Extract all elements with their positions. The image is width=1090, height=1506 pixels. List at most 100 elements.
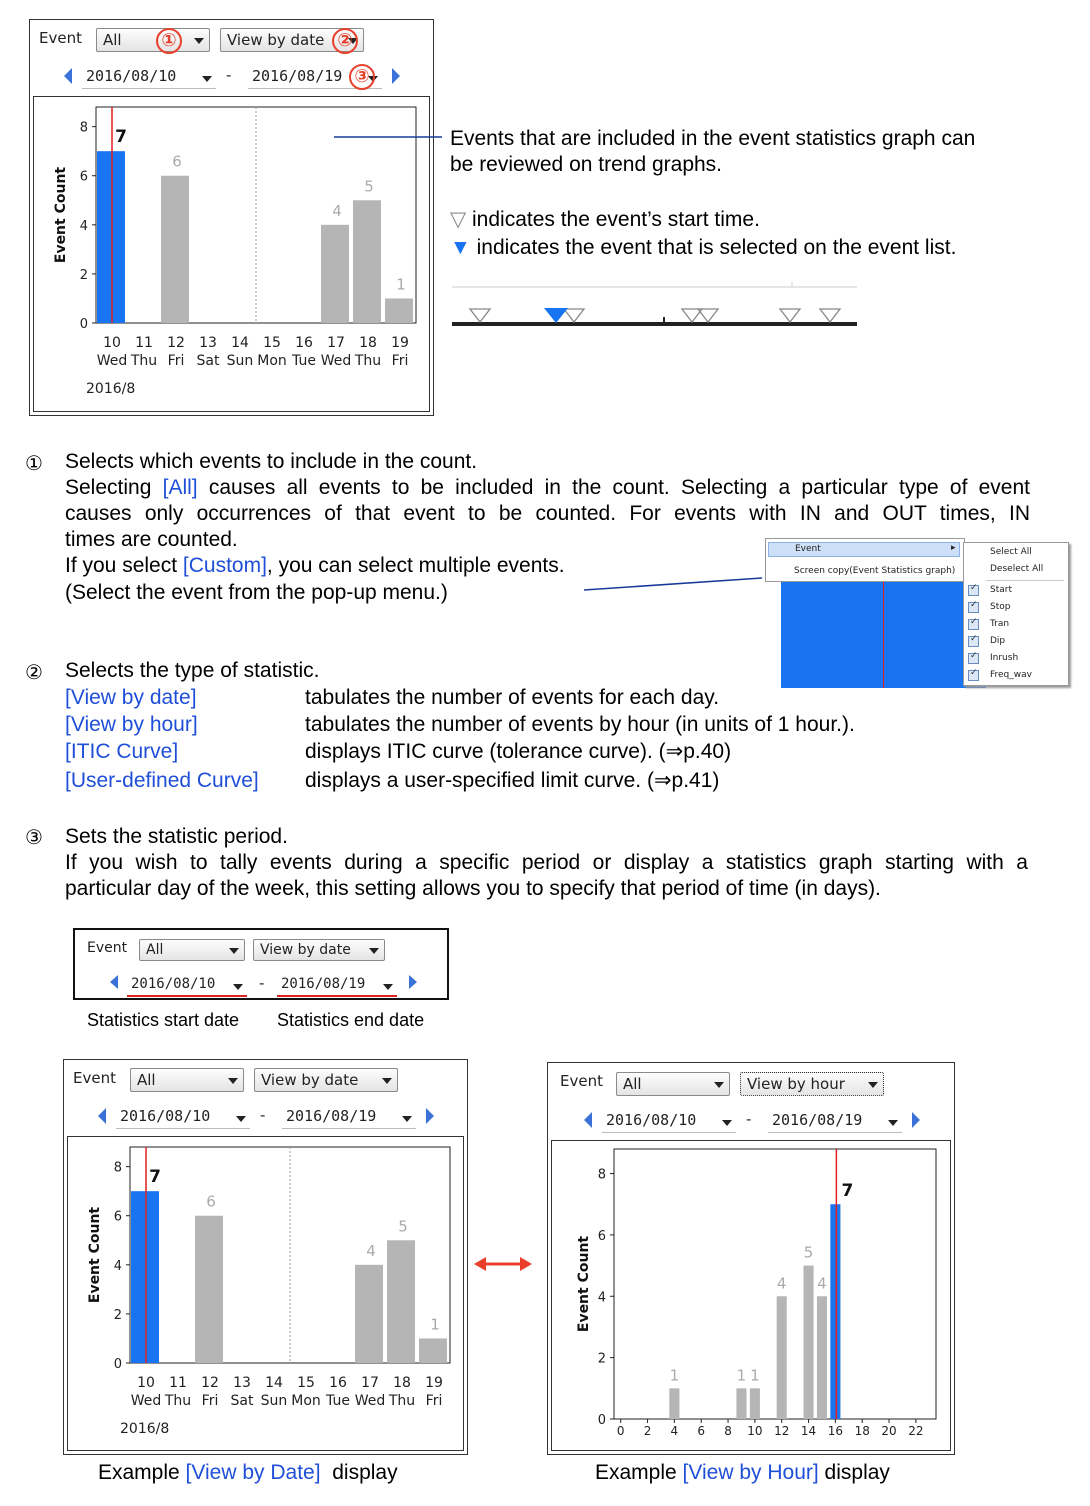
text-run: Example [98, 1461, 186, 1484]
context-menu: Event ▸ Screen copy(Event Statistics gra… [765, 538, 965, 582]
event-filter-item[interactable]: Dip [990, 636, 1006, 646]
event-type-value: All [103, 31, 122, 49]
text-run: Selecting [65, 476, 163, 499]
chevron-down-icon [369, 948, 379, 954]
section-1-line: Selecting [All] causes all events to be … [65, 475, 1030, 501]
previous-period-arrow-icon[interactable] [64, 68, 72, 84]
bar-value-label: 1 [750, 1366, 760, 1384]
section-1-line: If you select [Custom], you can select m… [65, 553, 1030, 579]
event-label: Event [39, 29, 82, 47]
x-tick-label: 18 [855, 1424, 870, 1438]
end-date-picker[interactable]: 2016/08/19 [282, 1105, 416, 1129]
x-tick-label: 12 [201, 1375, 219, 1391]
month-label: 2016/8 [86, 381, 135, 397]
bar-value-label: 4 [366, 1242, 376, 1260]
x-tick-label: 10 [137, 1375, 155, 1391]
statistic-term: [ITIC Curve] [65, 740, 179, 763]
x-day-label: Wed [97, 353, 128, 369]
event-filter-item[interactable]: Freq_wav [990, 670, 1032, 680]
event-type-dropdown[interactable]: All [139, 939, 245, 961]
bar [419, 1338, 447, 1363]
popup-menu-screenshot: Event ▸ Screen copy(Event Statistics gra… [765, 538, 1070, 688]
bar-value-label: 1 [737, 1366, 747, 1384]
text-run: display [818, 1461, 890, 1484]
bar-value-label: 4 [817, 1274, 827, 1292]
start-date-picker[interactable]: 2016/08/10 [602, 1109, 736, 1133]
x-day-label: Wed [131, 1393, 162, 1409]
x-tick-label: 18 [393, 1375, 411, 1391]
x-tick-label: 15 [297, 1375, 315, 1391]
y-tick-label: 0 [598, 1413, 606, 1428]
view-by-hour-link: [View by Hour] [682, 1461, 819, 1484]
event-filter-item[interactable]: Start [990, 585, 1012, 595]
x-day-label: Sun [227, 353, 254, 369]
start-date-picker[interactable]: 2016/08/10 [116, 1105, 250, 1129]
selected-event-marker-icon [544, 308, 568, 323]
event-type-dropdown[interactable]: All [616, 1072, 730, 1096]
hollow-triangle-icon: ▽ [450, 208, 467, 231]
checkbox-icon[interactable] [968, 651, 979, 664]
x-day-label: Fri [392, 353, 409, 369]
statistic-desc: displays a user-specified limit curve. (… [305, 769, 720, 792]
y-axis-label: Event Count [576, 1236, 592, 1333]
section-3-line: If you wish to tally events during a spe… [65, 851, 1028, 874]
event-filter-item[interactable]: Tran [990, 619, 1010, 629]
bar [321, 224, 349, 323]
y-tick-label: 8 [598, 1168, 606, 1183]
checkbox-icon[interactable] [968, 617, 979, 630]
next-period-arrow-icon[interactable] [912, 1112, 920, 1128]
bar [669, 1388, 680, 1419]
checkbox-icon[interactable] [968, 600, 979, 613]
end-date-picker[interactable]: 2016/08/19 [277, 973, 397, 997]
previous-period-arrow-icon[interactable] [584, 1112, 592, 1128]
bar [736, 1388, 747, 1419]
connector-line [334, 136, 442, 138]
previous-period-arrow-icon[interactable] [110, 975, 118, 989]
event-filter-item[interactable]: Stop [990, 602, 1011, 612]
selected-date-line [883, 578, 884, 688]
x-tick-label: 0 [617, 1424, 625, 1438]
menu-item-screen-copy[interactable]: Screen copy(Event Statistics graph) [794, 566, 956, 576]
previous-period-arrow-icon[interactable] [98, 1108, 106, 1124]
statistic-type-dropdown[interactable]: View by date [254, 1068, 398, 1092]
x-day-label: Sun [261, 1393, 288, 1409]
deselect-all-item[interactable]: Deselect All [990, 564, 1044, 574]
start-date-picker[interactable]: 2016/08/10 [127, 973, 247, 997]
end-date-picker[interactable]: 2016/08/19 [768, 1109, 902, 1133]
checkbox-icon[interactable] [968, 634, 979, 647]
submenu-arrow-icon: ▸ [951, 543, 956, 553]
start-date-picker[interactable]: 2016/08/10 [82, 65, 216, 89]
next-period-arrow-icon[interactable] [409, 975, 417, 989]
example-hour-caption: Example [View by Hour] display [595, 1461, 890, 1485]
menu-item-event[interactable]: Event ▸ [768, 542, 960, 557]
custom-option-link: [Custom] [182, 554, 267, 577]
statistic-row: [User-defined Curve] displays a user-spe… [65, 768, 1025, 795]
next-period-arrow-icon[interactable] [426, 1108, 434, 1124]
start-date-caption: Statistics start date [87, 1010, 240, 1030]
bar [385, 298, 413, 323]
section-1-heading: Selects which events to include in the c… [65, 450, 478, 473]
event-filter-item[interactable]: Inrush [990, 653, 1019, 663]
event-type-dropdown[interactable]: All [96, 28, 210, 52]
next-period-arrow-icon[interactable] [392, 68, 400, 84]
x-day-label: Fri [168, 353, 185, 369]
text-run: Example [595, 1461, 683, 1484]
statistic-type-value: View by date [261, 1071, 359, 1089]
bar [816, 1296, 827, 1419]
statistic-row: [View by date] tabulates the number of e… [65, 685, 1025, 712]
x-day-label: Fri [202, 1393, 219, 1409]
statistic-desc: tabulates the number of events by hour (… [305, 713, 855, 736]
checkbox-icon[interactable] [968, 668, 979, 681]
y-tick-label: 2 [80, 268, 88, 283]
select-all-item[interactable]: Select All [990, 547, 1032, 557]
bar-value-label: 4 [332, 202, 342, 220]
text-run: If you select [65, 554, 183, 577]
filled-marker-legend: ▼ indicates the event that is selected o… [450, 235, 956, 261]
checkbox-icon[interactable] [968, 583, 979, 596]
event-type-dropdown[interactable]: All [130, 1068, 244, 1092]
statistic-type-value: View by date [260, 942, 351, 958]
statistic-type-dropdown[interactable]: View by date [253, 939, 385, 961]
statistic-type-dropdown[interactable]: View by hour [740, 1072, 884, 1096]
section-3-heading: Sets the statistic period. [65, 825, 288, 848]
